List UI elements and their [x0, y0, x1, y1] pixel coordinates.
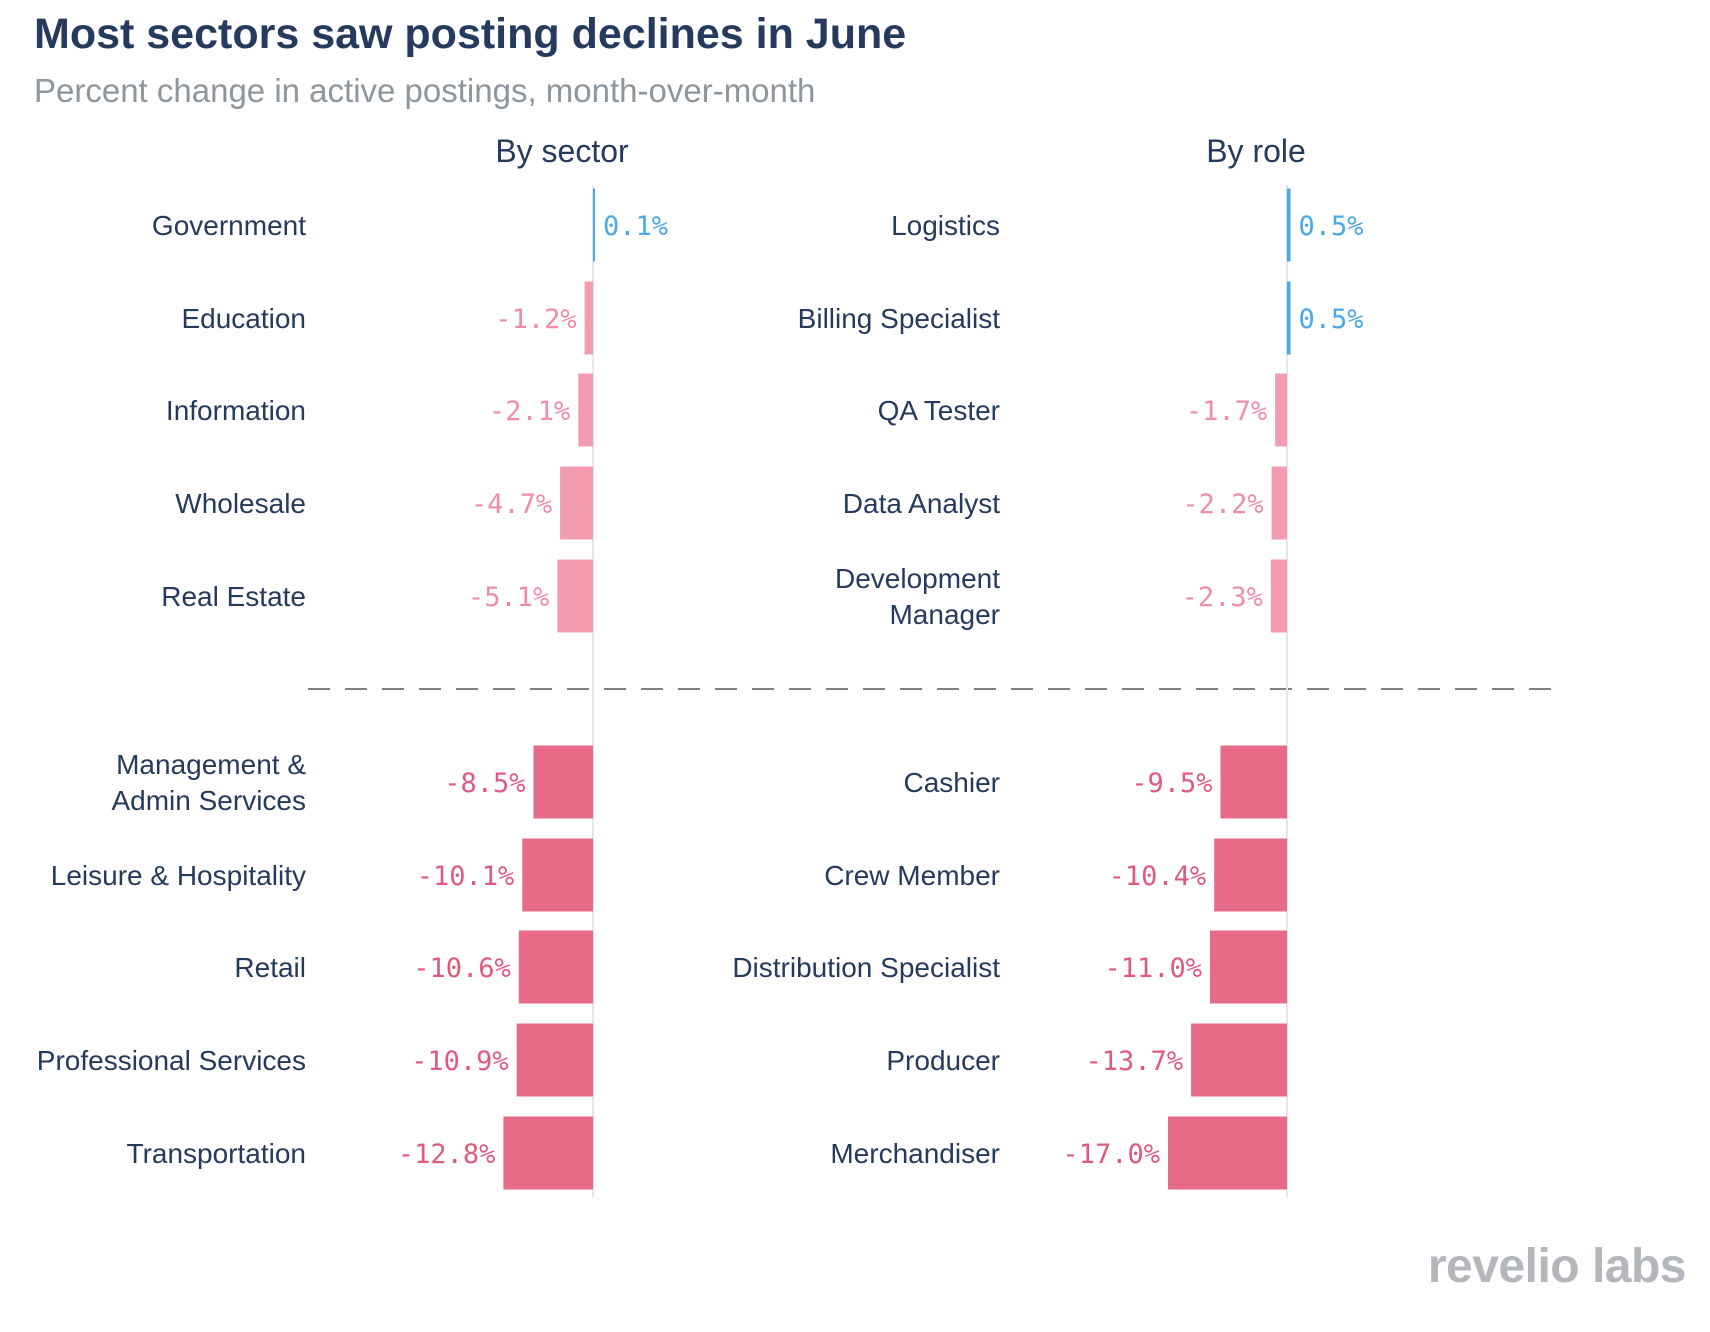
bar-transportation: [503, 1116, 593, 1190]
category-label-merchandiser: Merchandiser: [830, 1138, 1000, 1169]
chart-title: Most sectors saw posting declines in Jun…: [34, 10, 907, 58]
category-label-development-manager: Development Manager: [835, 563, 1000, 630]
category-label-government: Government: [152, 210, 306, 241]
panel-title-sector: By sector: [495, 133, 629, 169]
value-label-transportation: -12.8%: [398, 1139, 496, 1170]
category-label-wholesale: Wholesale: [175, 488, 306, 519]
bar-government: [593, 188, 595, 262]
value-label-retail: -10.6%: [413, 953, 511, 984]
category-label-logistics: Logistics: [891, 210, 1000, 241]
value-label-government: 0.1%: [603, 211, 668, 242]
category-label-producer: Producer: [886, 1045, 1000, 1076]
bar-producer: [1191, 1023, 1287, 1097]
value-label-distribution-specialist: -11.0%: [1104, 953, 1202, 984]
bar-crew-member: [1214, 838, 1287, 912]
chart-subtitle: Percent change in active postings, month…: [34, 72, 816, 109]
category-label-data-analyst: Data Analyst: [843, 488, 1000, 519]
value-label-crew-member: -10.4%: [1109, 861, 1207, 892]
category-label-transportation: Transportation: [127, 1138, 307, 1169]
value-label-leisure-and-hospitality: -10.1%: [417, 861, 515, 892]
bar-qa-tester: [1275, 373, 1287, 447]
category-label-information: Information: [166, 395, 306, 426]
bar-distribution-specialist: [1210, 930, 1287, 1004]
bar-real-estate: [557, 559, 593, 633]
panel-role: By role Logistics 0.5% Billing Specialist 0.…: [732, 133, 1364, 1197]
category-label-leisure-and-hospitality: Leisure & Hospitality: [51, 860, 306, 891]
value-label-data-analyst: -2.2%: [1182, 489, 1263, 520]
bar-wholesale: [560, 466, 593, 540]
bar-cashier: [1220, 745, 1287, 819]
bar-information: [578, 373, 593, 447]
value-label-logistics: 0.5%: [1299, 211, 1364, 242]
bar-logistics: [1287, 188, 1291, 262]
bar-professional-services: [516, 1023, 593, 1097]
category-label-crew-member: Crew Member: [824, 860, 1000, 891]
value-label-management-and-admin-services: -8.5%: [444, 768, 525, 799]
category-label-retail: Retail: [234, 952, 306, 983]
value-label-billing-specialist: 0.5%: [1299, 304, 1364, 335]
bar-retail: [518, 930, 593, 1004]
category-label-management-and-admin-services: Management & Admin Services: [111, 749, 306, 816]
revelio-labs-logo: revelio labs: [1427, 1240, 1687, 1293]
category-label-cashier: Cashier: [904, 767, 1000, 798]
category-label-billing-specialist: Billing Specialist: [798, 303, 1001, 334]
category-label-qa-tester: QA Tester: [878, 395, 1000, 426]
bar-billing-specialist: [1287, 281, 1291, 355]
value-label-real-estate: -5.1%: [468, 582, 549, 613]
value-label-information: -2.1%: [489, 396, 570, 427]
category-label-real-estate: Real Estate: [161, 581, 306, 612]
bar-data-analyst: [1271, 466, 1287, 540]
category-label-education: Education: [181, 303, 306, 334]
value-label-cashier: -9.5%: [1131, 768, 1212, 799]
value-label-qa-tester: -1.7%: [1186, 396, 1267, 427]
value-label-producer: -13.7%: [1086, 1046, 1184, 1077]
value-label-professional-services: -10.9%: [411, 1046, 509, 1077]
bar-leisure-and-hospitality: [522, 838, 593, 912]
bar-education: [584, 281, 593, 355]
bar-development-manager: [1270, 559, 1287, 633]
value-label-development-manager: -2.3%: [1182, 582, 1263, 613]
value-label-merchandiser: -17.0%: [1062, 1139, 1160, 1170]
value-label-education: -1.2%: [495, 304, 576, 335]
panel-sector: By sector Government 0.1% Education -1.2% Inf…: [37, 133, 668, 1197]
bar-management-and-admin-services: [533, 745, 593, 819]
value-label-wholesale: -4.7%: [471, 489, 552, 520]
panel-title-role: By role: [1206, 133, 1306, 169]
category-label-distribution-specialist: Distribution Specialist: [732, 952, 1000, 983]
category-label-professional-services: Professional Services: [37, 1045, 306, 1076]
bar-merchandiser: [1168, 1116, 1287, 1190]
